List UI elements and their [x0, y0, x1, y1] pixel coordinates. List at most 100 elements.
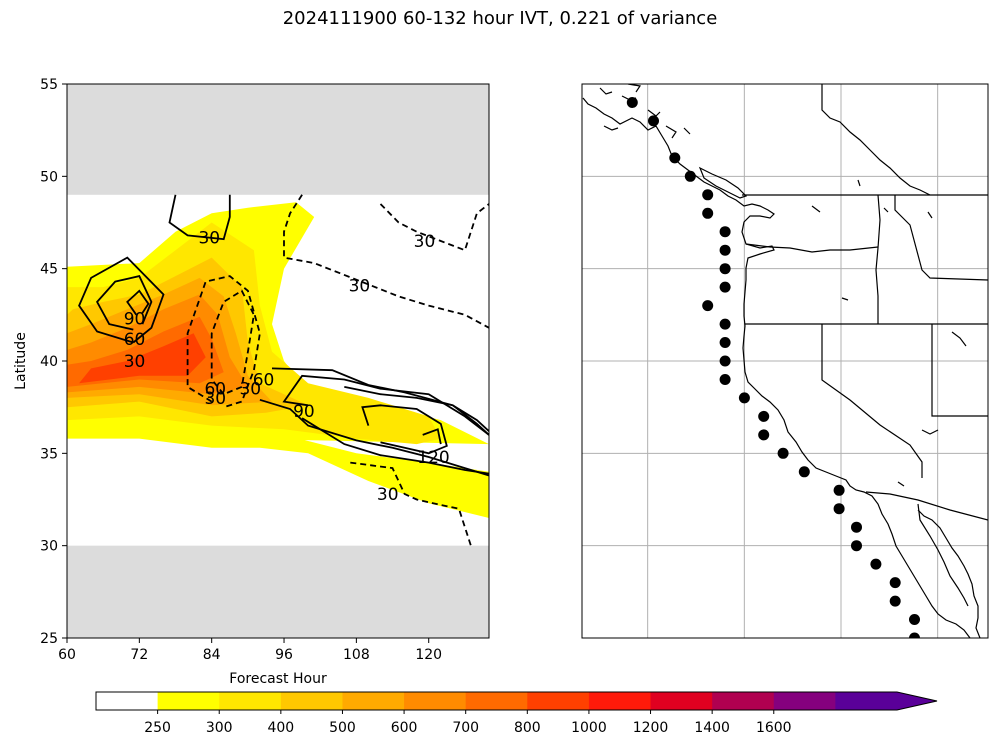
y-tick-label-35: 35	[40, 446, 58, 462]
contour-dashed-30-13	[350, 461, 472, 546]
y-tick-label-50: 50	[40, 169, 58, 185]
nevada-utah-border	[931, 324, 988, 417]
idaho-border	[875, 194, 881, 324]
station-13	[719, 355, 731, 367]
x-tick-label-120: 120	[415, 647, 442, 663]
x-tick-label-72: 72	[130, 647, 148, 663]
station-22	[851, 521, 862, 533]
colorbar-box-7	[527, 692, 590, 710]
masked-band-0	[67, 545, 489, 638]
station-12	[719, 337, 731, 348]
contour-solid-90-3	[126, 289, 150, 316]
map-gridlines	[582, 84, 988, 638]
contour-label-4: 60	[124, 330, 146, 350]
x-axis-label: Forecast Hour	[229, 671, 327, 687]
station-24	[870, 558, 882, 570]
ivt-fill-800	[79, 333, 206, 384]
contour-solid-30-1	[78, 256, 165, 344]
station-16	[758, 410, 770, 422]
colorbar-box-12	[835, 692, 937, 710]
contour-dashed-30-12	[379, 203, 489, 252]
station-17	[758, 429, 770, 441]
figure-title: 2024111900 60-132 hour IVT, 0.221 of var…	[282, 8, 718, 29]
station-5	[702, 207, 714, 219]
map-coastlines-borders	[582, 84, 988, 638]
contour-label-11: 120	[417, 448, 449, 468]
colorbar-box-5	[404, 692, 467, 710]
colorbar-box-11	[773, 692, 836, 710]
variance-contour-lines	[78, 194, 489, 546]
station-14	[719, 374, 731, 385]
station-27	[909, 614, 920, 625]
colorbar-tick-label-1600: 1600	[756, 720, 792, 736]
contour-label-3: 90	[124, 310, 146, 330]
x-axis-ticks: 60 72 84 96 108 120	[58, 638, 442, 663]
station-3	[684, 170, 696, 182]
station-19	[798, 466, 810, 478]
contour-solid-90-8	[344, 386, 489, 436]
x-tick-label-84: 84	[203, 647, 221, 663]
contour-label-5: 30	[124, 352, 146, 372]
station-11	[719, 318, 731, 330]
y-tick-label-25: 25	[40, 631, 58, 647]
colorbar-ticks: 250 300 400 500 600 700 800 1000 1200 1400 1600	[144, 710, 792, 736]
station-20	[833, 484, 845, 496]
x-tick-label-96: 96	[275, 647, 293, 663]
contour-solid-90-7	[301, 417, 489, 475]
colorbar-box-1	[157, 692, 220, 710]
station-9	[719, 281, 731, 293]
station-2	[669, 152, 681, 164]
y-axis-ticks: 25 30 35 40 45 50 55	[40, 77, 67, 647]
station-28	[909, 632, 920, 638]
colorbar-tick-label-1000: 1000	[571, 720, 607, 736]
colorbar-box-4	[342, 692, 405, 710]
colorbar-tick-label-1400: 1400	[694, 720, 730, 736]
contour-label-0: 30	[198, 228, 220, 248]
station-markers	[626, 97, 920, 638]
gulf-coast-mexico	[917, 509, 981, 638]
colorbar-tick-label-700: 700	[452, 720, 479, 736]
y-tick-label-45: 45	[40, 262, 58, 278]
island-vancouver	[698, 166, 748, 199]
lakes	[811, 179, 967, 487]
colorbar-tick-label-500: 500	[329, 720, 356, 736]
masked-latitude-bands	[67, 84, 489, 638]
contour-solid-60-5	[259, 398, 489, 477]
contour-label-9: 60	[253, 370, 275, 390]
station-25	[889, 577, 901, 589]
washington-oregon-border	[745, 243, 879, 253]
canada-provinces-border	[821, 84, 931, 196]
contour-solid-120-9	[361, 404, 448, 455]
y-tick-label-30: 30	[40, 539, 58, 555]
colorbar-tick-label-1200: 1200	[633, 720, 669, 736]
colorbar-tick-label-300: 300	[206, 720, 233, 736]
california-nevada-border	[821, 324, 923, 478]
colorbar-box-0	[96, 692, 159, 710]
colorbar-box-3	[280, 692, 343, 710]
colorbar-box-10	[712, 692, 775, 710]
contour-label-2: 30	[349, 276, 371, 296]
x-tick-label-108: 108	[343, 647, 370, 663]
contour-label-7: 30	[204, 389, 226, 409]
contour-solid-120-10	[422, 428, 442, 445]
station-4	[702, 189, 714, 201]
station-23	[851, 540, 862, 552]
islands-north	[599, 84, 691, 139]
contour-label-1: 30	[414, 232, 436, 252]
x-tick-label-60: 60	[58, 647, 76, 663]
station-6	[719, 226, 731, 238]
station-7	[719, 244, 731, 256]
y-axis-label: Latitude	[13, 332, 29, 390]
colorbar-outline	[95, 691, 938, 711]
contour-solid-60-2	[96, 275, 153, 331]
us-mexico-border	[865, 491, 988, 521]
y-tick-label-40: 40	[40, 354, 58, 370]
masked-band-1	[67, 84, 489, 195]
ivt-filled-contours	[67, 202, 489, 518]
contour-solid-60-6	[271, 367, 489, 432]
colorbar-box-9	[650, 692, 713, 710]
contour-dashed-60-14	[210, 289, 255, 396]
contour-label-8: 30	[239, 380, 261, 400]
